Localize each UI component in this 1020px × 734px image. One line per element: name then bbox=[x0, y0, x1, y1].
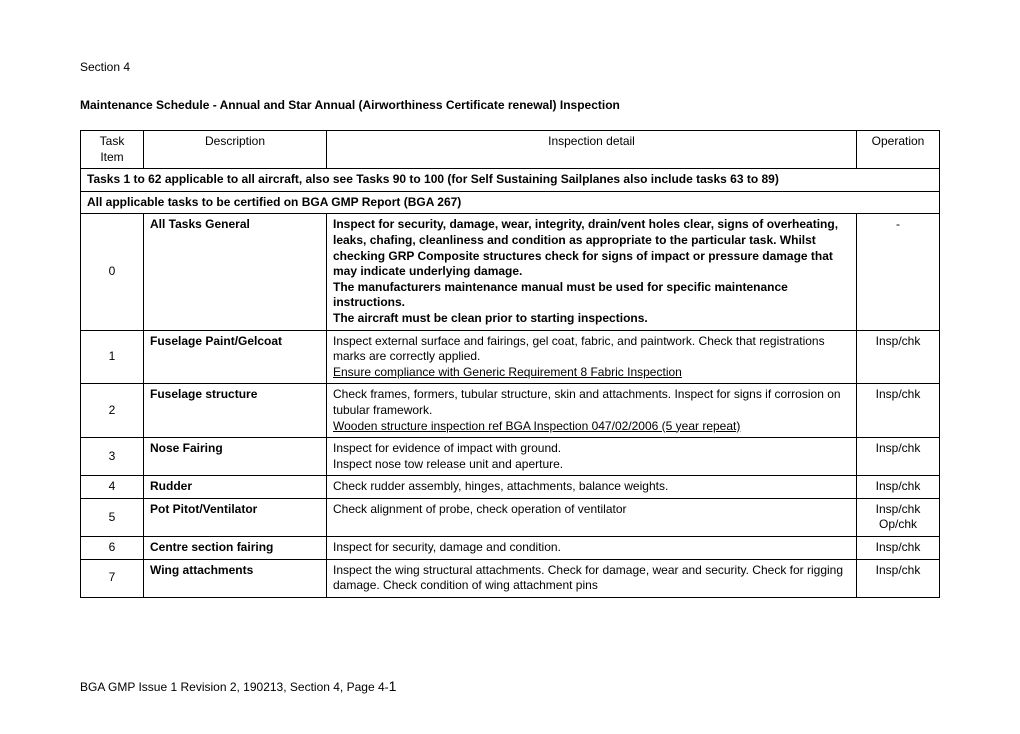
cell-op: Insp/chk bbox=[857, 330, 940, 384]
table-row: 4 Rudder Check rudder assembly, hinges, … bbox=[81, 476, 940, 499]
cell-task: 4 bbox=[81, 476, 144, 499]
cell-op: Insp/chk bbox=[857, 537, 940, 560]
header-detail: Inspection detail bbox=[327, 131, 857, 169]
detail-bold3: The aircraft must be clean prior to star… bbox=[333, 311, 648, 325]
span-row-1-text: Tasks 1 to 62 applicable to all aircraft… bbox=[81, 169, 940, 192]
detail-text2: Inspect nose tow release unit and apertu… bbox=[333, 457, 563, 471]
span-row-2: All applicable tasks to be certified on … bbox=[81, 191, 940, 214]
span-row-1: Tasks 1 to 62 applicable to all aircraft… bbox=[81, 169, 940, 192]
table-row: 2 Fuselage structure Check frames, forme… bbox=[81, 384, 940, 438]
cell-task: 6 bbox=[81, 537, 144, 560]
table-row: 3 Nose Fairing Inspect for evidence of i… bbox=[81, 438, 940, 476]
cell-desc: All Tasks General bbox=[144, 214, 327, 330]
detail-underline: Wooden structure inspection ref BGA Insp… bbox=[333, 419, 740, 433]
header-task: Task Item bbox=[81, 131, 144, 169]
cell-desc: Fuselage structure bbox=[144, 384, 327, 438]
cell-desc: Nose Fairing bbox=[144, 438, 327, 476]
maintenance-table: Task Item Description Inspection detail … bbox=[80, 130, 940, 598]
detail-text: Check frames, formers, tubular structure… bbox=[333, 387, 841, 417]
cell-op: Insp/chk Op/chk bbox=[857, 498, 940, 536]
table-header-row: Task Item Description Inspection detail … bbox=[81, 131, 940, 169]
header-op: Operation bbox=[857, 131, 940, 169]
table-row: 0 All Tasks General Inspect for security… bbox=[81, 214, 940, 330]
cell-desc: Wing attachments bbox=[144, 559, 327, 597]
cell-task: 1 bbox=[81, 330, 144, 384]
detail-bold2: The manufacturers maintenance manual mus… bbox=[333, 280, 788, 310]
footer-page-number: 1 bbox=[389, 678, 397, 694]
table-row: 6 Centre section fairing Inspect for sec… bbox=[81, 537, 940, 560]
cell-detail: Inspect for security, damage, wear, inte… bbox=[327, 214, 857, 330]
cell-desc: Fuselage Paint/Gelcoat bbox=[144, 330, 327, 384]
footer-prefix: BGA GMP Issue 1 Revision 2, 190213, Sect… bbox=[80, 680, 389, 694]
cell-detail: Check rudder assembly, hinges, attachmen… bbox=[327, 476, 857, 499]
cell-detail: Check alignment of probe, check operatio… bbox=[327, 498, 857, 536]
cell-task: 5 bbox=[81, 498, 144, 536]
table-row: 7 Wing attachments Inspect the wing stru… bbox=[81, 559, 940, 597]
cell-task: 2 bbox=[81, 384, 144, 438]
table-row: 1 Fuselage Paint/Gelcoat Inspect externa… bbox=[81, 330, 940, 384]
section-label: Section 4 bbox=[80, 60, 940, 74]
cell-desc: Pot Pitot/Ventilator bbox=[144, 498, 327, 536]
cell-op: Insp/chk bbox=[857, 384, 940, 438]
cell-desc: Rudder bbox=[144, 476, 327, 499]
cell-task: 7 bbox=[81, 559, 144, 597]
cell-op: Insp/chk bbox=[857, 438, 940, 476]
span-row-2-text: All applicable tasks to be certified on … bbox=[81, 191, 940, 214]
cell-detail: Inspect for security, damage and conditi… bbox=[327, 537, 857, 560]
page-footer: BGA GMP Issue 1 Revision 2, 190213, Sect… bbox=[80, 678, 940, 694]
cell-detail: Check frames, formers, tubular structure… bbox=[327, 384, 857, 438]
cell-op: Insp/chk bbox=[857, 559, 940, 597]
cell-task: 3 bbox=[81, 438, 144, 476]
cell-task: 0 bbox=[81, 214, 144, 330]
cell-detail: Inspect for evidence of impact with grou… bbox=[327, 438, 857, 476]
detail-text: Inspect for evidence of impact with grou… bbox=[333, 441, 561, 455]
cell-op: - bbox=[857, 214, 940, 330]
header-desc: Description bbox=[144, 131, 327, 169]
cell-detail: Inspect external surface and fairings, g… bbox=[327, 330, 857, 384]
table-row: 5 Pot Pitot/Ventilator Check alignment o… bbox=[81, 498, 940, 536]
cell-op: Insp/chk bbox=[857, 476, 940, 499]
detail-bold: Inspect for security, damage, wear, inte… bbox=[333, 217, 838, 278]
page-title: Maintenance Schedule - Annual and Star A… bbox=[80, 98, 940, 112]
cell-desc: Centre section fairing bbox=[144, 537, 327, 560]
detail-underline: Ensure compliance with Generic Requireme… bbox=[333, 365, 682, 379]
cell-detail: Inspect the wing structural attachments.… bbox=[327, 559, 857, 597]
detail-text: Inspect external surface and fairings, g… bbox=[333, 334, 825, 364]
